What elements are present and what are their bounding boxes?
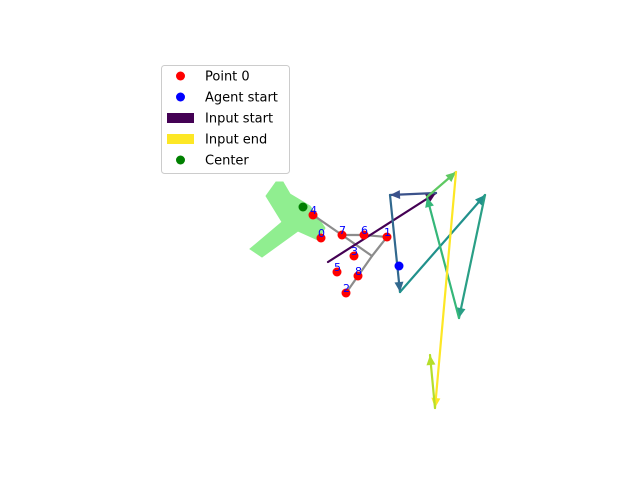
point-marker-4 [308, 210, 318, 220]
point-marker-5 [332, 267, 342, 277]
shape-layer [249, 181, 326, 258]
point-marker-6 [359, 230, 369, 240]
legend-marker-0 [176, 71, 185, 81]
input-path-layer [326, 170, 487, 410]
point-label-3: 3 [351, 245, 358, 258]
input-path-arrowhead-8 [426, 355, 436, 366]
point-marker-1 [382, 232, 392, 242]
point-label-2: 2 [343, 282, 350, 295]
legend-marker-1 [176, 92, 185, 102]
point-label-5: 5 [334, 261, 341, 274]
center-marker [298, 202, 308, 212]
legend-label-1: Agent start [205, 91, 278, 106]
point-label-8: 8 [355, 265, 362, 278]
point-label-0: 0 [318, 227, 325, 240]
input-path-arrowhead-2 [394, 281, 404, 292]
point-label-7: 7 [339, 224, 346, 237]
point-marker-8 [353, 271, 363, 281]
point-marker-2 [341, 288, 351, 298]
agent-start-marker [394, 261, 404, 271]
legend-marker-4 [176, 155, 185, 165]
legend-frame [161, 65, 290, 174]
legend-label-0: Point 0 [205, 70, 250, 85]
point-marker-0 [316, 233, 326, 243]
point-marker-3 [349, 251, 359, 261]
input-path-segment-2 [388, 193, 402, 294]
legend-items: Point 0 Agent start Input start Input end Ce… [167, 70, 278, 169]
input-path-segment-4 [457, 193, 487, 320]
point-label-1: 1 [384, 226, 391, 239]
point-marker-7 [337, 230, 347, 240]
input-path-segment-7 [433, 170, 458, 410]
legend-label-4: Center [205, 154, 249, 169]
legend-label-2: Input start [205, 112, 273, 127]
input-path-segment-5 [425, 195, 461, 320]
legend-swatch-2 [167, 113, 194, 123]
input-path-arrowhead-6 [445, 172, 456, 182]
points-layer: 0 1 2 3 4 5 6 7 8 [298, 202, 404, 298]
link-line-3 [340, 233, 374, 258]
input-path-arrowhead-5 [425, 197, 434, 208]
point-label-4: 4 [310, 204, 317, 217]
point-label-6: 6 [361, 224, 368, 237]
legend-swatch-3 [167, 134, 194, 144]
legend: Point 0 Agent start Input start Input end Ce… [161, 65, 290, 174]
link-line-0 [311, 213, 344, 237]
region-shape [249, 181, 326, 258]
legend-label-3: Input end [205, 133, 267, 148]
input-path-segment-0 [326, 191, 438, 264]
input-path-segment-3 [398, 193, 487, 294]
input-path-arrowhead-1 [390, 190, 401, 200]
